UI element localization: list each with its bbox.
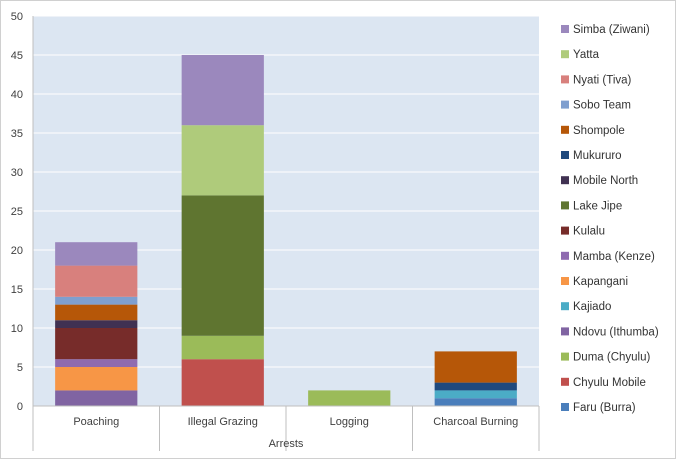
legend-label: Mukururo bbox=[573, 150, 622, 162]
bar-segment bbox=[55, 367, 138, 391]
x-tick-label: Illegal Grazing bbox=[188, 416, 258, 428]
y-tick-label: 20 bbox=[11, 245, 23, 257]
legend-label: Duma (Chyulu) bbox=[573, 352, 650, 364]
y-tick-label: 30 bbox=[11, 167, 23, 179]
legend-label: Nyati (Tiva) bbox=[573, 74, 632, 86]
legend-swatch bbox=[561, 302, 569, 311]
legend-swatch bbox=[561, 25, 569, 33]
legend-swatch bbox=[561, 125, 569, 134]
bar-segment bbox=[434, 382, 517, 391]
legend-label: Chyulu Mobile bbox=[573, 377, 646, 389]
legend-label: Shompole bbox=[573, 125, 625, 137]
legend-label: Yatta bbox=[573, 49, 600, 61]
legend-swatch bbox=[561, 75, 569, 84]
x-tick-label: Charcoal Burning bbox=[433, 416, 518, 428]
legend-label: Faru (Burra) bbox=[573, 402, 636, 414]
bar-segment bbox=[55, 359, 138, 367]
legend-swatch bbox=[561, 251, 569, 260]
bars bbox=[55, 55, 517, 406]
bar-segment bbox=[434, 398, 517, 406]
bar-segment bbox=[181, 125, 264, 196]
legend-swatch bbox=[561, 151, 569, 159]
legend-label: Mamba (Kenze) bbox=[573, 251, 655, 263]
legend-label: Kulalu bbox=[573, 226, 605, 238]
y-tick-label: 25 bbox=[11, 206, 23, 218]
bar-segment bbox=[55, 304, 138, 321]
legend-swatch bbox=[561, 50, 569, 59]
y-tick-label: 35 bbox=[11, 128, 23, 140]
y-tick-label: 45 bbox=[11, 50, 23, 62]
bar-segment bbox=[55, 320, 138, 328]
legend-swatch bbox=[561, 403, 569, 411]
bar-segment bbox=[55, 296, 138, 305]
legend-swatch bbox=[561, 277, 569, 285]
bar-segment bbox=[181, 335, 264, 360]
x-tick-label: Poaching bbox=[73, 416, 119, 428]
legend-swatch bbox=[561, 327, 569, 336]
y-tick-label: 0 bbox=[17, 401, 23, 413]
y-tick-label: 40 bbox=[11, 89, 23, 101]
bar-segment bbox=[55, 328, 138, 360]
legend-label: Lake Jipe bbox=[573, 200, 622, 212]
bar-segment bbox=[434, 351, 517, 383]
legend-swatch bbox=[561, 100, 569, 109]
legend-swatch bbox=[561, 377, 569, 386]
bar-segment bbox=[55, 242, 138, 266]
legend-label: Kajiado bbox=[573, 301, 611, 313]
legend-label: Simba (Ziwani) bbox=[573, 24, 650, 36]
axes: 0 5 10 15 20 25 30 35 40 45 50 Poaching Illegal Graz… bbox=[11, 11, 540, 451]
bar-segment bbox=[308, 390, 391, 406]
legend-swatch bbox=[561, 176, 569, 185]
y-tick-label: 5 bbox=[17, 362, 23, 374]
bar-segment bbox=[55, 265, 138, 297]
bar-segment bbox=[181, 195, 264, 336]
bar-segment bbox=[181, 359, 264, 406]
x-axis-title: Arrests bbox=[269, 438, 304, 450]
legend-label: Ndovu (Ithumba) bbox=[573, 326, 659, 338]
legend-swatch bbox=[561, 226, 569, 235]
bar-segment bbox=[55, 390, 138, 406]
legend: Simba (Ziwani) Yatta Nyati (Tiva) Sobo Team… bbox=[561, 24, 659, 414]
legend-label: Mobile North bbox=[573, 175, 638, 187]
y-tick-label: 10 bbox=[11, 323, 23, 335]
y-tick-label: 15 bbox=[11, 284, 23, 296]
bar-segment bbox=[181, 55, 264, 126]
legend-label: Sobo Team bbox=[573, 100, 631, 112]
legend-swatch bbox=[561, 201, 569, 210]
bar-segment bbox=[434, 390, 517, 399]
legend-label: Kapangani bbox=[573, 276, 628, 288]
y-tick-label: 50 bbox=[11, 11, 23, 23]
legend-swatch bbox=[561, 352, 569, 361]
x-tick-label: Logging bbox=[330, 416, 369, 428]
